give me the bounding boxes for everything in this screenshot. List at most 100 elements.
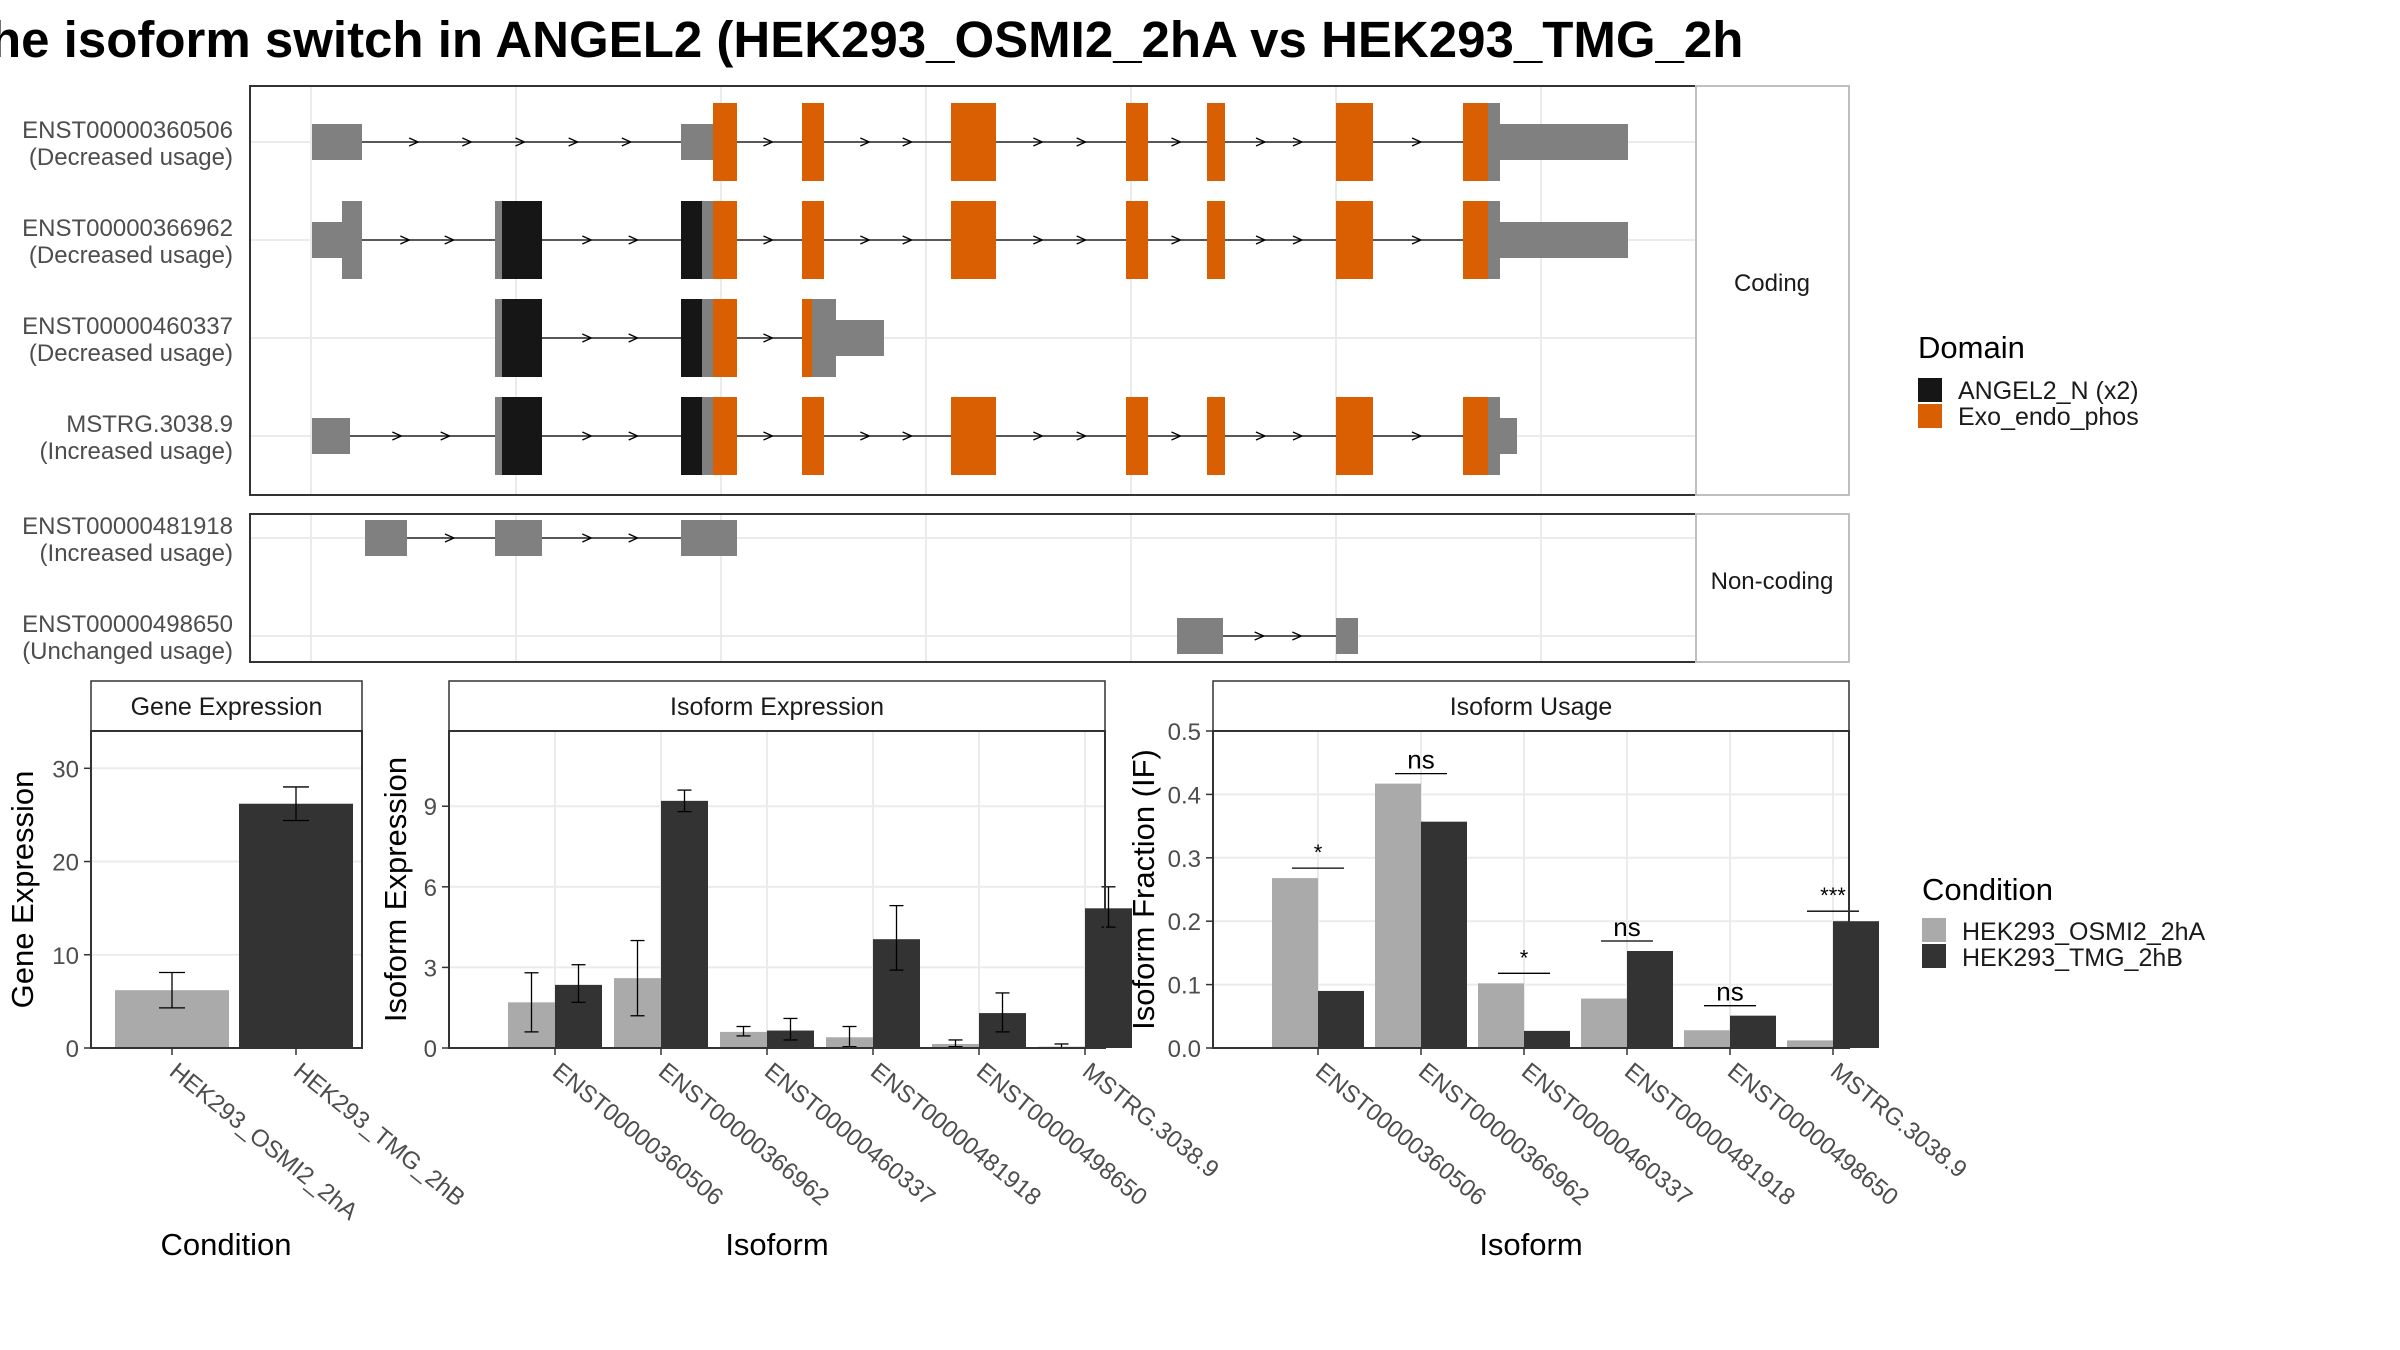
y-tick-label: 0 [424,1036,437,1063]
x-tick-label: ENST00000360506 [547,1058,728,1212]
facet-strip [1695,513,1850,663]
x-axis-title: Isoform [725,1227,828,1262]
intron-arrow [392,431,403,441]
cds-exon [1488,103,1500,181]
facet-strip-label: Coding [1734,270,1810,297]
intron-arrow [1171,431,1183,441]
y-tick-label: 0.4 [1168,782,1201,809]
intron-arrow [408,137,420,147]
legend-label-cond-b: HEK293_TMG_2hB [1962,944,2183,972]
chart-strip [1212,680,1850,732]
intron-arrow [902,235,914,245]
y-tick-label: 0.0 [1168,1036,1201,1063]
y-tick-label: 3 [424,955,437,982]
utr-exon [495,520,542,556]
intron-arrow [1033,137,1044,147]
chart-isoform-usage: Isoform Usage 0.0 0.1 0.2 0.3 0.4 0.5 * ns * ns ns *… [1126,680,1972,1262]
exo-endo-phos-domain-exon [1207,103,1225,181]
utr-exon [1500,418,1517,454]
significance-label: ns [1407,745,1434,775]
utr-exon [681,520,737,556]
intron-arrow [1292,137,1304,147]
intron-arrow [628,333,640,343]
intron-arrow [400,235,411,245]
intron-arrow [628,431,640,441]
transcript-id-label: ENST00000366962 [22,215,233,242]
figure-title: he isoform switch in ANGEL2 (HEK293_OSMI… [0,11,1743,68]
transcript-usage-label: (Decreased usage) [29,144,233,171]
intron-arrow [1411,137,1423,147]
x-axis-title: Isoform [1479,1227,1582,1262]
intron-arrow [763,235,775,245]
exo-endo-phos-domain-exon [1207,397,1225,475]
utr-exon [1177,618,1223,654]
cds-exon [495,201,502,279]
angel2-n-domain-exon [681,397,702,475]
intron-arrow [440,431,452,441]
cds-exon [1488,201,1500,279]
legend-swatch-cond-a [1922,918,1946,942]
domain-legend: Domain ANGEL2_N (x2) Exo_endo_phos [1918,330,2139,431]
transcript-ENST00000481918 [365,520,737,556]
intron-arrow [582,533,593,543]
utr-exon [1500,124,1628,160]
intron-arrow [621,137,633,147]
transcript-ENST00000360506 [312,103,1628,181]
exo-endo-phos-domain-exon [1207,201,1225,279]
intron-arrow [582,333,593,343]
intron-arrow [763,431,775,441]
intron-arrow [444,533,456,543]
transcript-id-label: ENST00000360506 [22,117,233,144]
bar [1787,1040,1833,1048]
intron-arrow [1033,235,1044,245]
significance-label: ns [1716,977,1743,1007]
intron-arrow [1254,631,1266,641]
y-tick-label: 0 [66,1036,79,1063]
utr-exon [836,320,884,356]
transcript-panel-non-coding: Non-coding [249,513,1850,663]
exo-endo-phos-domain-exon [1126,397,1148,475]
intron-arrow [1255,137,1267,147]
cds-exon [702,201,713,279]
x-tick-label: ENST00000460337 [759,1058,940,1212]
y-tick-label: 10 [52,943,79,970]
transcript-ENST00000460337 [495,299,884,377]
condition-legend: Condition HEK293_OSMI2_2hA HEK293_TMG_2h… [1922,872,2206,972]
exo-endo-phos-domain-exon [1463,103,1488,181]
cds-exon [702,299,713,377]
x-tick-label: ENST00000481918 [1619,1058,1800,1212]
exo-endo-phos-domain-exon [951,103,996,181]
x-tick-label: ENST00000481918 [865,1058,1046,1212]
bar [239,803,353,1048]
exo-endo-phos-domain-exon [802,103,824,181]
angel2-n-domain-exon [681,201,702,279]
intron-arrow [1076,431,1088,441]
cds-exon [342,201,362,279]
x-tick-label: ENST00000460337 [1516,1058,1697,1212]
bar [1318,990,1364,1048]
panel-background [250,514,1696,662]
cds-exon [495,397,502,475]
utr-exon [1336,618,1358,654]
utr-exon [1500,222,1628,258]
y-tick-label: 0.5 [1168,719,1201,746]
transcript-id-label: MSTRG.3038.9 [66,411,233,438]
exo-endo-phos-domain-exon [1463,201,1488,279]
intron-arrow [515,137,527,147]
cds-exon [495,299,502,377]
intron-arrow [1171,137,1183,147]
utr-exon [681,124,713,160]
cds-exon [702,397,713,475]
intron-arrow [763,333,775,343]
intron-arrow [1292,631,1303,641]
bar [661,800,708,1048]
exo-endo-phos-domain-exon [1463,397,1488,475]
legend-swatch-cond-b [1922,944,1946,968]
intron-arrow [462,137,473,147]
transcript-usage-label: (Decreased usage) [29,242,233,269]
significance-label: ns [1613,912,1640,942]
intron-arrow [1411,235,1423,245]
exo-endo-phos-domain-exon [951,397,996,475]
transcript-usage-label: (Unchanged usage) [22,638,233,665]
